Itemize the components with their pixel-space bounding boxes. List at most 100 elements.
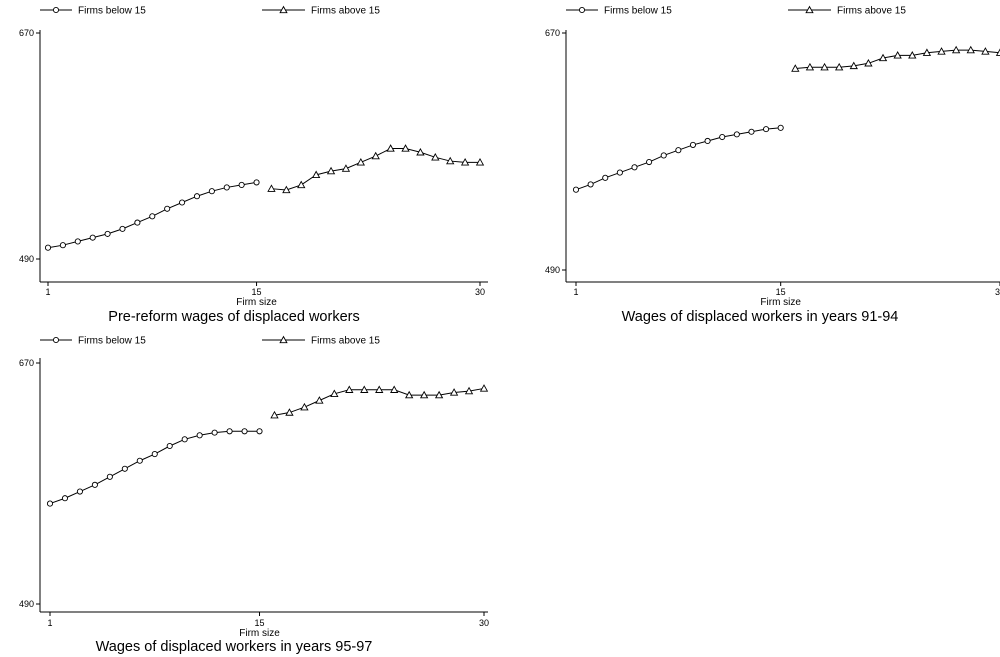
legend-marker-2: [279, 335, 288, 344]
data-point: [164, 205, 171, 212]
data-point: [166, 442, 173, 450]
data-point: [849, 61, 858, 70]
data-point: [356, 157, 365, 166]
data-point: [401, 144, 410, 152]
data-point: [253, 179, 260, 186]
data-point: [981, 47, 990, 55]
data-point: [104, 230, 111, 237]
data-point: [893, 51, 902, 59]
data-point: [390, 385, 399, 393]
data-point: [151, 450, 158, 458]
data-point: [226, 428, 233, 435]
chart-panel-2: Firms below 15 Firms above 15 490 670 1 15 30 F…: [545, 6, 1000, 325]
data-point: [91, 481, 98, 488]
data-point: [267, 184, 276, 192]
data-point: [631, 164, 638, 171]
data-point: [196, 432, 203, 439]
chart-title: Wages of displaced workers in years 95-9…: [96, 639, 373, 655]
data-point: [44, 244, 52, 251]
data-point: [179, 199, 186, 206]
data-point: [878, 53, 888, 62]
data-point: [136, 457, 143, 464]
data-point: [345, 385, 354, 393]
data-point: [748, 128, 755, 135]
data-point: [434, 390, 444, 399]
legend-marker-1: [52, 336, 60, 344]
chart-title: Wages of displaced workers in years 91-9…: [622, 309, 899, 325]
data-point: [74, 238, 81, 245]
x-tick-label: 15: [252, 287, 262, 297]
legend-label-1: Firms below 15: [78, 6, 146, 17]
data-point: [922, 48, 932, 56]
data-point: [59, 242, 66, 249]
data-point: [675, 147, 682, 154]
data-point: [719, 133, 726, 141]
x-tick-label: 1: [573, 287, 578, 297]
x-tick-label: 30: [479, 618, 489, 628]
legend-label-2: Firms above 15: [311, 6, 380, 17]
legend-marker-1: [578, 6, 586, 14]
data-point: [386, 144, 395, 152]
data-point: [602, 174, 609, 181]
data-point: [311, 170, 321, 179]
x-axis-label: Firm size: [236, 297, 277, 308]
data-point: [689, 141, 697, 148]
legend-label-1: Firms below 15: [78, 336, 146, 347]
data-point: [341, 164, 351, 172]
data-point: [106, 473, 113, 480]
y-tick-label: 670: [19, 28, 34, 38]
x-tick-label: 1: [45, 287, 50, 297]
x-tick-label: 30: [995, 287, 1000, 297]
x-tick-label: 1: [47, 618, 52, 628]
legend-label-2: Firms above 15: [311, 336, 380, 347]
data-point: [646, 158, 653, 166]
x-tick-label: 30: [475, 287, 485, 297]
data-point: [733, 131, 740, 138]
y-tick-label: 490: [545, 265, 560, 275]
data-point: [572, 186, 580, 193]
data-point: [405, 390, 414, 399]
data-point: [371, 151, 380, 160]
data-point: [241, 428, 248, 435]
data-point: [820, 62, 829, 71]
data-point: [375, 385, 384, 393]
data-point: [416, 147, 425, 156]
data-point: [479, 384, 489, 392]
legend-label-1: Firms below 15: [604, 6, 672, 17]
y-tick-label: 490: [19, 254, 34, 264]
data-point: [149, 213, 156, 220]
x-tick-label: 15: [255, 618, 265, 628]
data-point: [89, 234, 96, 241]
data-point: [297, 180, 306, 189]
data-point: [256, 428, 263, 435]
data-point: [460, 157, 470, 166]
legend-marker-2: [279, 5, 288, 14]
data-point: [791, 64, 800, 72]
data-point: [864, 58, 873, 67]
chart-panel-1: Firms below 15 Firms above 15 490 670 1 15 30 F…: [19, 5, 488, 325]
data-point: [475, 157, 485, 166]
x-axis-label: Firm size: [760, 297, 801, 308]
data-point: [119, 225, 126, 232]
data-point: [777, 124, 784, 131]
data-point: [587, 181, 594, 188]
data-point: [61, 495, 69, 502]
data-point: [951, 45, 961, 54]
data-point: [285, 408, 294, 416]
data-point: [360, 385, 369, 393]
data-point: [134, 219, 141, 226]
data-point: [326, 166, 336, 175]
data-point: [419, 390, 429, 399]
data-point: [805, 62, 815, 71]
data-point: [835, 62, 844, 71]
data-point: [76, 488, 83, 495]
data-point: [995, 48, 1000, 56]
x-tick-label: 15: [776, 287, 786, 297]
data-point: [211, 429, 218, 436]
y-tick-label: 670: [545, 28, 560, 38]
y-tick-label: 490: [19, 599, 34, 609]
data-point: [660, 152, 667, 159]
data-point: [464, 386, 474, 395]
data-point: [763, 126, 770, 133]
